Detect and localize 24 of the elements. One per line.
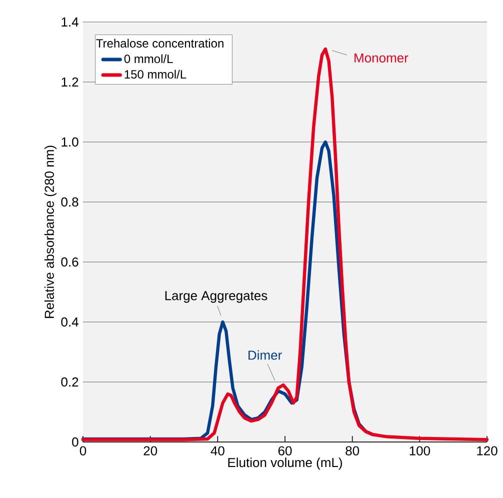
x-tick-label: 100 — [410, 446, 430, 456]
y-tick-label: 1.2 — [62, 77, 78, 87]
x-tick-label: 20 — [144, 446, 158, 456]
y-axis-title: Relative absorbance (280 nm) — [44, 146, 57, 318]
y-tick-label: 0 — [72, 437, 78, 447]
x-tick-label: 120 — [477, 446, 498, 456]
y-tick-label: 0.2 — [61, 377, 78, 387]
annotation: Large Aggregates — [165, 291, 268, 303]
x-tick-label: 60 — [278, 446, 292, 456]
line-series — [81, 47, 489, 442]
x-tick-label: 40 — [210, 446, 224, 456]
y-tick-label: 1.4 — [62, 18, 78, 26]
y-tick-label: 0.6 — [61, 257, 78, 267]
y-tick-label: 1.0 — [62, 137, 78, 147]
legend-label: 0 mmol/L — [124, 54, 173, 64]
annotation: Monomer — [354, 53, 408, 63]
x-tick-label: 0 — [80, 446, 86, 456]
legend-title: Trehalose concentration — [96, 38, 224, 48]
y-tick-label: 0.8 — [61, 197, 78, 207]
annotation: Dimer — [248, 350, 282, 360]
x-tick-label: 80 — [346, 446, 360, 456]
y-tick-label: 0.4 — [61, 317, 78, 327]
legend-label: 150 mmol/L — [124, 70, 186, 79]
x-axis-title: Elution volume (mL) — [228, 458, 342, 470]
